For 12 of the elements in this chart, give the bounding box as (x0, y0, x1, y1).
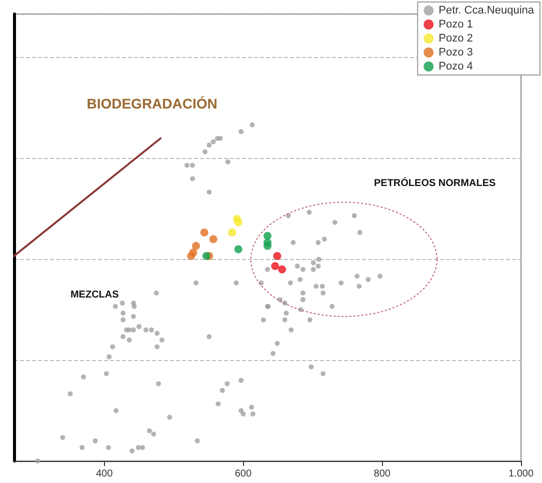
legend-label: Petr. Cca.Neuquina (438, 4, 535, 16)
legend-label: Pozo 2 (438, 32, 473, 44)
legend-label: Pozo 1 (438, 18, 473, 30)
legend-label: Pozo 3 (438, 46, 473, 58)
annotation: MEZCLAS (70, 289, 120, 300)
x-tick-label: 400 (96, 468, 114, 480)
x-tick-label: 1.000 (508, 468, 534, 480)
x-tick-label: 800 (374, 468, 391, 480)
legend-label: Pozo 4 (438, 60, 473, 72)
text: BIODEGRADACIÓN (86, 96, 218, 112)
annotation: PETRÓLEOS NORMALES (374, 177, 496, 190)
x-tick-label: 600 (234, 468, 252, 480)
